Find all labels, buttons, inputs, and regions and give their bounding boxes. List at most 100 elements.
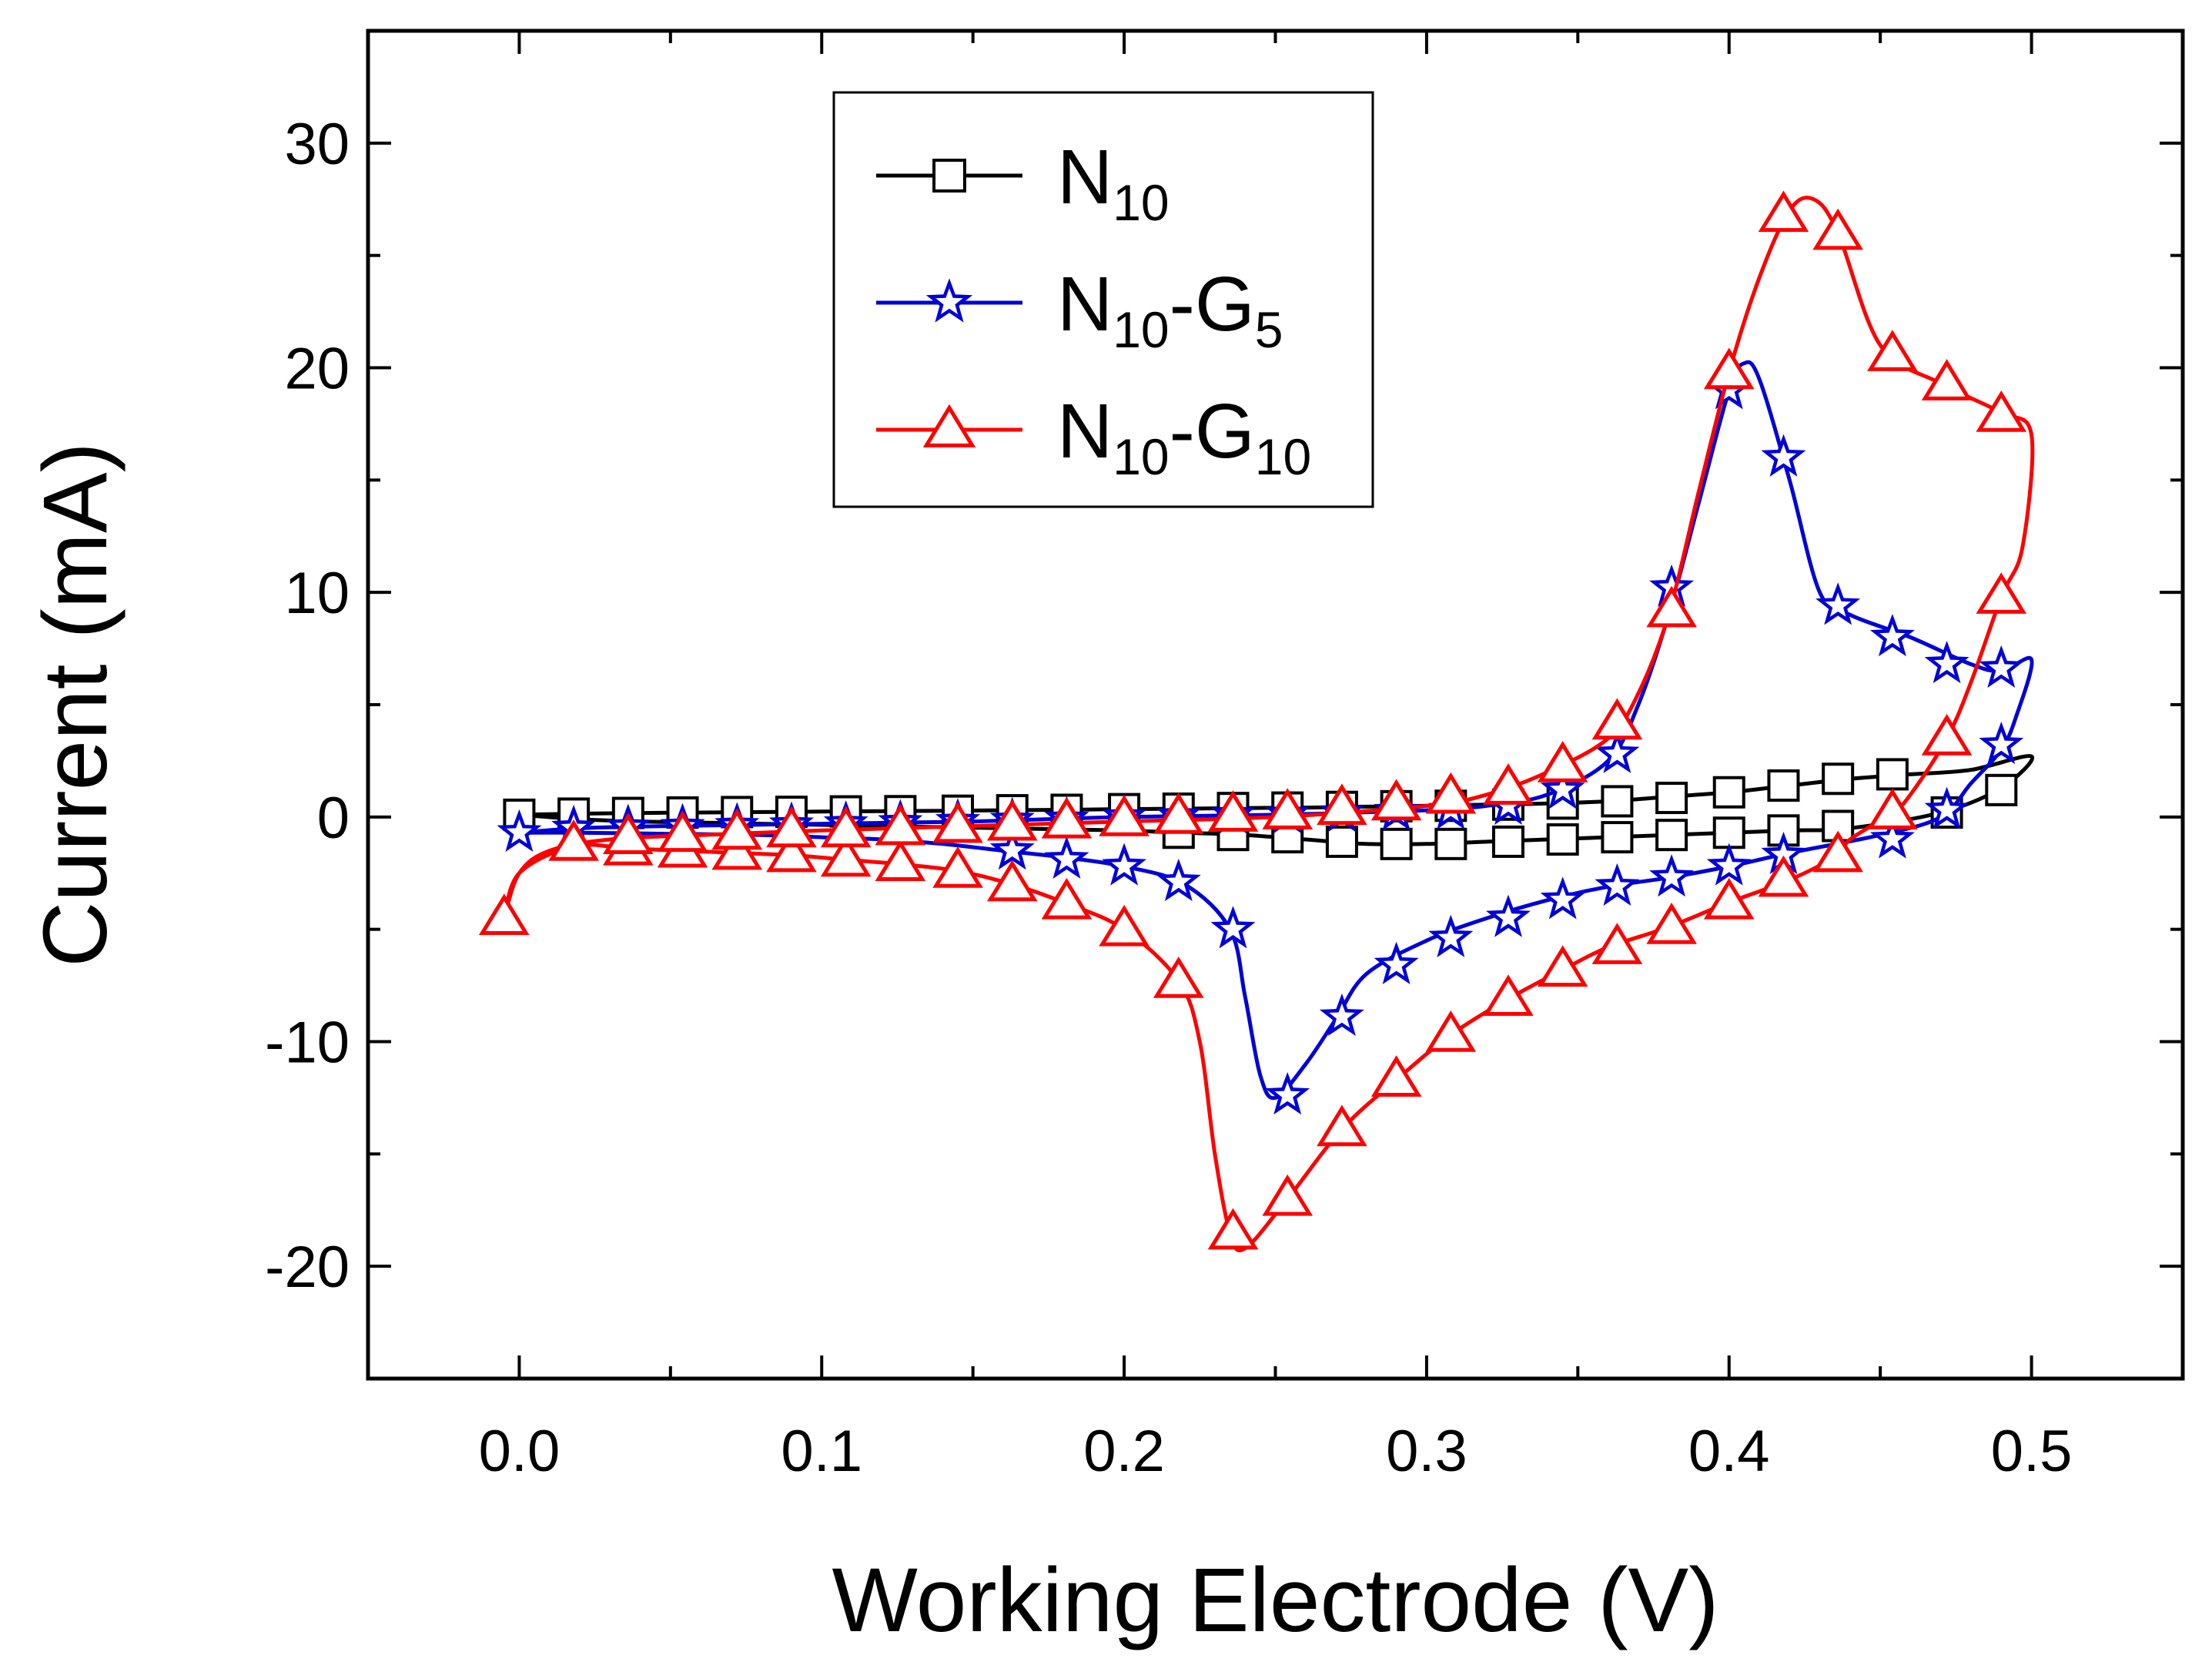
square-marker bbox=[1380, 827, 1413, 860]
triangle-marker bbox=[1537, 741, 1588, 782]
triangle-marker bbox=[820, 806, 872, 848]
triangle-marker bbox=[1262, 1174, 1313, 1216]
square-marker bbox=[1767, 769, 1800, 802]
triangle-marker bbox=[766, 806, 817, 848]
legend-subscript: 10 bbox=[1113, 301, 1169, 358]
y-tick-label: 30 bbox=[284, 112, 350, 177]
square-marker bbox=[1655, 819, 1688, 852]
triangle-marker bbox=[1483, 763, 1534, 805]
square-marker bbox=[1655, 782, 1688, 815]
square-marker bbox=[1822, 762, 1855, 796]
x-tick-label: 0.2 bbox=[1083, 1419, 1165, 1484]
legend-subscript: 5 bbox=[1255, 301, 1283, 358]
triangle-marker bbox=[1483, 974, 1534, 1016]
triangle-marker bbox=[1153, 792, 1204, 834]
legend-text-part: -G bbox=[1170, 261, 1255, 347]
y-tick-label: 20 bbox=[284, 337, 350, 402]
square-marker bbox=[1601, 821, 1634, 854]
legend-box bbox=[832, 91, 1374, 508]
triangle-marker bbox=[711, 828, 763, 870]
triangle-marker bbox=[1758, 855, 1809, 897]
triangle-marker bbox=[478, 893, 530, 935]
triangle-marker bbox=[1317, 1104, 1367, 1147]
x-axis-title: Working Electrode (V) bbox=[832, 1550, 1719, 1651]
triangle-marker bbox=[1921, 359, 1973, 400]
triangle-marker bbox=[1646, 585, 1697, 628]
x-tick-label: 0.5 bbox=[1991, 1419, 2073, 1484]
triangle-marker bbox=[1867, 788, 1918, 829]
square-marker bbox=[1491, 825, 1524, 858]
square-marker bbox=[1712, 816, 1745, 849]
triangle-marker bbox=[986, 799, 1038, 841]
star-marker bbox=[1869, 816, 1915, 859]
star-marker bbox=[1924, 786, 1969, 829]
star-marker bbox=[1595, 730, 1640, 773]
legend-subscript: 10 bbox=[1255, 428, 1311, 485]
legend-text-part: N bbox=[1057, 388, 1113, 474]
square-marker bbox=[1876, 758, 1909, 791]
star-marker bbox=[1044, 836, 1089, 879]
star-marker bbox=[925, 278, 973, 323]
square-marker bbox=[932, 159, 966, 193]
triangle-marker bbox=[1591, 698, 1643, 740]
legend-label: N10-G5 bbox=[1057, 261, 1283, 358]
star-marker bbox=[1979, 722, 2024, 765]
star-marker bbox=[1869, 614, 1915, 657]
star-marker bbox=[1540, 766, 1585, 809]
triangle-marker bbox=[711, 808, 763, 850]
star-marker bbox=[1265, 1072, 1310, 1115]
triangle-marker bbox=[1703, 347, 1755, 390]
triangle-marker bbox=[1812, 830, 1863, 873]
star-marker bbox=[1428, 914, 1474, 957]
triangle-marker bbox=[875, 803, 926, 846]
square-marker bbox=[1546, 823, 1579, 856]
triangle-marker bbox=[657, 810, 708, 853]
star-marker bbox=[1706, 843, 1752, 886]
square-marker bbox=[1985, 773, 2018, 806]
square-marker bbox=[1712, 776, 1745, 809]
triangle-marker bbox=[1591, 923, 1643, 964]
star-marker bbox=[1486, 894, 1531, 937]
star-marker bbox=[497, 809, 542, 852]
star-marker bbox=[989, 827, 1035, 870]
triangle-marker bbox=[1867, 330, 1918, 371]
star-marker bbox=[1595, 863, 1640, 906]
triangle-marker bbox=[1976, 572, 2027, 614]
triangle-marker bbox=[875, 839, 926, 881]
star-marker bbox=[1102, 843, 1147, 886]
square-marker bbox=[1325, 825, 1358, 858]
triangle-marker bbox=[1099, 795, 1150, 836]
square-marker bbox=[1434, 827, 1467, 860]
legend-label: N10 bbox=[1057, 134, 1170, 231]
x-tick-label: 0.1 bbox=[781, 1419, 862, 1484]
triangle-marker bbox=[1041, 877, 1093, 920]
triangle-marker bbox=[1317, 783, 1367, 826]
triangle-marker bbox=[1425, 772, 1477, 814]
legend-text-part: N bbox=[1057, 261, 1113, 347]
star-marker bbox=[1979, 645, 2024, 688]
triangle-marker bbox=[1153, 957, 1204, 998]
star-marker bbox=[1319, 993, 1364, 1037]
star-marker bbox=[1156, 858, 1201, 902]
star-marker bbox=[1761, 434, 1806, 477]
legend-label: N10-G10 bbox=[1057, 388, 1311, 485]
triangle-marker bbox=[1812, 208, 1863, 250]
triangle-marker bbox=[1425, 1010, 1477, 1052]
star-marker bbox=[1815, 582, 1861, 625]
x-tick-label: 0.3 bbox=[1386, 1419, 1467, 1484]
triangle-marker bbox=[766, 830, 817, 873]
y-tick-label: -20 bbox=[265, 1235, 350, 1300]
triangle-marker bbox=[603, 813, 654, 854]
y-tick-label: 10 bbox=[284, 561, 350, 626]
triangle-marker bbox=[1758, 190, 1809, 233]
triangle-marker bbox=[1262, 788, 1313, 829]
triangle-marker bbox=[1370, 1055, 1422, 1097]
star-marker bbox=[1210, 906, 1256, 949]
triangle-marker bbox=[820, 835, 872, 877]
x-tick-label: 0.4 bbox=[1688, 1419, 1770, 1484]
triangle-marker bbox=[1646, 903, 1697, 944]
triangle-marker bbox=[932, 801, 983, 843]
triangle-marker bbox=[1041, 796, 1093, 839]
x-tick-label: 0.0 bbox=[479, 1419, 561, 1484]
